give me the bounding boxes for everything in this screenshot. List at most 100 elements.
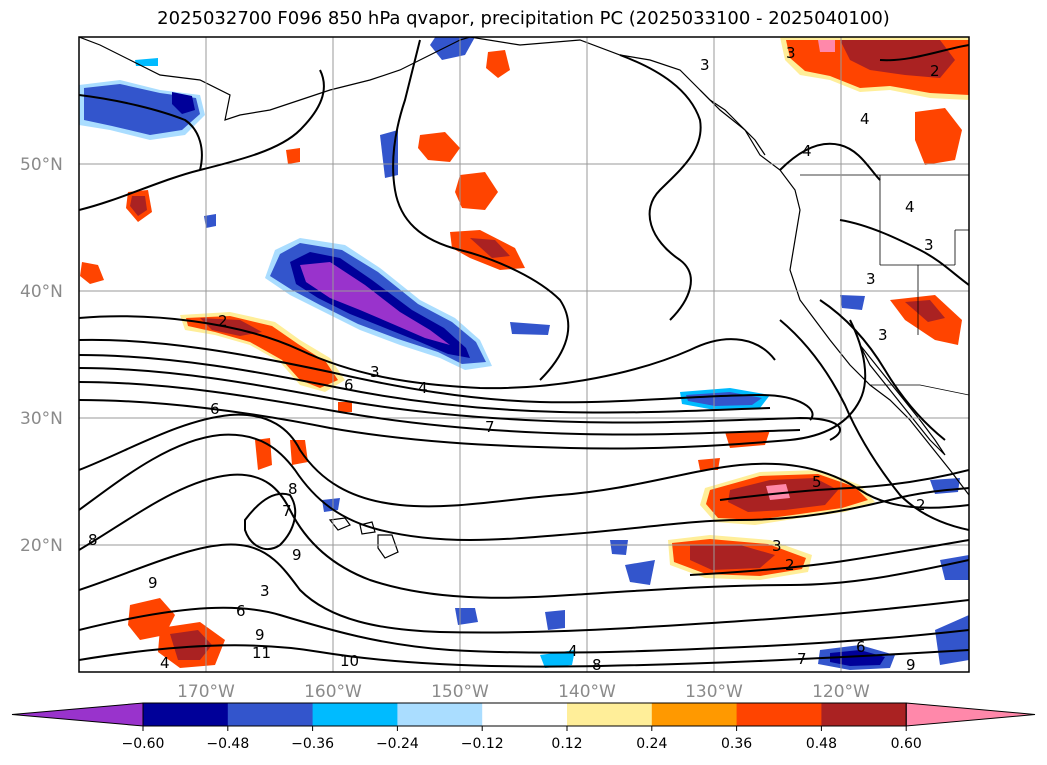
contour-label: 4 [568, 642, 578, 660]
shade-positive-region [338, 402, 352, 412]
colorbar-segment [736, 703, 822, 726]
colorbar-tick-label: 0.36 [721, 736, 752, 752]
map-frame [78, 36, 970, 673]
contour-label: 2 [785, 556, 795, 574]
colorbar-tick-label: −0.60 [122, 736, 165, 752]
contour-label: 2 [218, 312, 228, 330]
shade-negative-region [135, 58, 158, 66]
hawaii-islands [328, 517, 399, 559]
shade-negative-region [610, 540, 628, 555]
shade-positive-region [818, 40, 835, 52]
lon-label: 140°W [558, 682, 616, 702]
contour-line [839, 219, 969, 286]
contour-label: 7 [485, 418, 495, 436]
shade-positive-region [766, 484, 790, 500]
contour-label: 8 [88, 531, 98, 549]
contour-label: 2 [916, 496, 926, 514]
contour-line [79, 413, 969, 509]
contour-line [79, 381, 801, 436]
shade-negative-region [830, 650, 885, 666]
lon-labels: 170°W 160°W 150°W 140°W 130°W 120°W [177, 682, 870, 702]
shade-negative-region [545, 610, 565, 630]
contours-qvapor [79, 39, 969, 668]
contour-label: 8 [288, 480, 298, 498]
shade-positive-region [418, 132, 460, 162]
shade-positive-region [470, 238, 510, 258]
contour-line [392, 39, 570, 381]
contour-line [79, 433, 969, 541]
shade-negative-region [84, 84, 200, 135]
contour-line [79, 473, 969, 599]
colorbar-segment [312, 703, 398, 726]
colorbar-extend-max [905, 702, 1036, 727]
coastline-canada [699, 89, 766, 156]
lon-label: 130°W [685, 682, 743, 702]
colorbar: −0.60 −0.48 −0.36 −0.24 −0.12 0.12 0.24 0.36 0.4… [11, 702, 1036, 752]
lat-label: 50°N [20, 155, 63, 175]
shade-positive-region [170, 630, 212, 660]
coastline-baja [859, 344, 946, 456]
colorbar-tick-label: −0.24 [376, 736, 419, 752]
gridlines [79, 37, 969, 672]
map-title: 2025032700 F096 850 hPa qvapor, precipit… [157, 8, 890, 29]
colorbar-segment [397, 703, 483, 726]
contour-label: 3 [772, 537, 782, 555]
colorbar-extend-min [11, 702, 144, 727]
shade-negative-region [935, 615, 969, 665]
colorbar-frame [142, 702, 907, 727]
contour-line [79, 94, 203, 171]
contour-label: 3 [370, 363, 380, 381]
border-states [879, 175, 969, 335]
shade-positive-region [286, 148, 300, 164]
shade-positive-region [290, 440, 308, 465]
shade-negative-region [322, 498, 340, 512]
lon-label: 160°W [304, 682, 362, 702]
border-us-mexico [870, 384, 969, 396]
contour-line [819, 299, 946, 441]
shade-negative-region [625, 560, 655, 585]
colorbar-tick-label: 0.60 [891, 736, 922, 752]
contour-label: 3 [924, 236, 934, 254]
colorbar-segment [567, 703, 653, 726]
colorbar-tick-label: −0.12 [461, 736, 504, 752]
contour-label: 6 [856, 638, 866, 656]
coastline-north-america [469, 37, 969, 496]
colorbar-segment [821, 703, 907, 726]
contour-line [79, 606, 969, 654]
contour-line [689, 539, 969, 576]
contour-label: 9 [292, 546, 302, 564]
lon-label: 150°W [431, 682, 489, 702]
contour-label: 9 [906, 656, 916, 674]
contour-line [79, 644, 969, 668]
lat-label: 40°N [20, 282, 63, 302]
shade-negative-region [840, 295, 865, 310]
colorbar-tick-label: 0.12 [551, 736, 582, 752]
contour-label: 3 [260, 582, 270, 600]
coastline-north-america [79, 37, 471, 121]
precip-shading [79, 37, 969, 670]
contour-line [619, 54, 702, 321]
colorbar-segment [143, 703, 229, 726]
contour-label: 3 [786, 44, 796, 62]
colorbar-segment [651, 703, 738, 726]
map-plot-area: 2 3 4 6 7 6 8 9 6 9 7 8 10 11 9 3 5 3 2 … [79, 37, 969, 674]
lon-label: 120°W [812, 682, 870, 702]
contour-line [779, 319, 969, 531]
contour-label: 10 [340, 652, 359, 670]
contour-label: 4 [860, 110, 870, 128]
contour-label: 4 [418, 379, 428, 397]
contour-line [79, 319, 867, 450]
colorbar-tick-label: −0.48 [206, 736, 249, 752]
contour-line [79, 69, 325, 211]
lon-label: 170°W [177, 682, 235, 702]
contour-label: 9 [255, 626, 265, 644]
contour-line [79, 354, 771, 414]
shade-positive-region [186, 316, 338, 388]
shade-negative-region [540, 650, 575, 668]
contour-label: 6 [236, 602, 246, 620]
contour-label: 5 [812, 473, 822, 491]
shade-negative-region [455, 608, 478, 625]
colorbar-tick-label: 0.24 [636, 736, 667, 752]
shade-positive-region [130, 196, 147, 216]
